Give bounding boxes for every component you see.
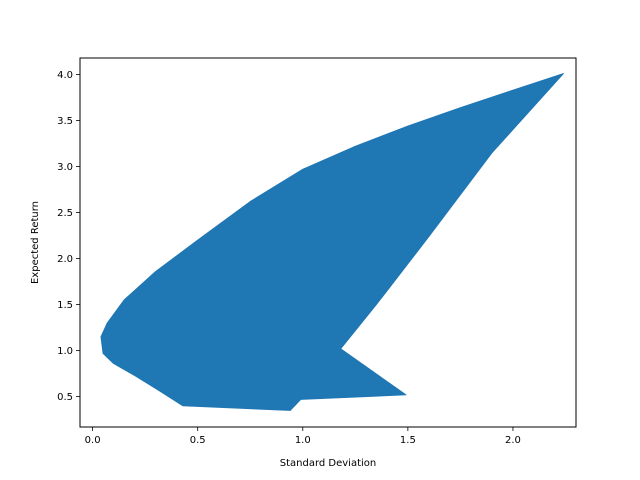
x-tick-label: 1.5 — [400, 435, 416, 446]
y-tick-label: 4.0 — [57, 70, 73, 81]
y-tick-label: 1.0 — [57, 346, 73, 357]
plot-area — [100, 73, 564, 411]
y-tick-label: 3.0 — [57, 162, 73, 173]
y-axis: 0.5 1.0 1.5 2.0 2.5 3.0 3.5 4.0 — [57, 70, 80, 403]
x-tick-label: 0.5 — [190, 435, 206, 446]
y-tick-label: 0.5 — [57, 392, 73, 403]
axes-frame — [79, 57, 577, 428]
y-tick-label: 2.0 — [57, 254, 73, 265]
y-tick-label: 3.5 — [57, 116, 73, 127]
frontier-area-series-0 — [100, 73, 564, 411]
x-axis-label: Standard Deviation — [280, 458, 377, 469]
x-tick-label: 2.0 — [505, 435, 521, 446]
x-tick-label: 1.0 — [295, 435, 311, 446]
y-tick-label: 2.5 — [57, 208, 73, 219]
x-tick-label: 0.0 — [85, 435, 101, 446]
y-tick-label: 1.5 — [57, 300, 73, 311]
x-axis: 0.0 0.5 1.0 1.5 2.0 — [85, 427, 521, 446]
y-axis-label: Expected Return — [30, 201, 41, 284]
